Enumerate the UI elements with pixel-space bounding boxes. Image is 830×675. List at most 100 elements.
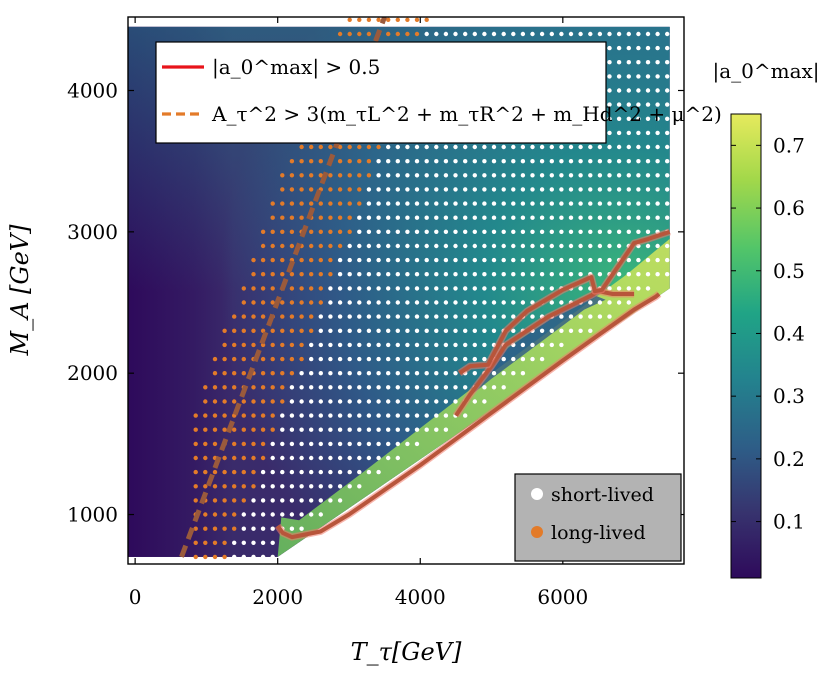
short-lived-point: [559, 215, 564, 220]
long-lived-point: [309, 272, 314, 277]
short-lived-point: [530, 257, 535, 263]
short-lived-point: [366, 314, 372, 319]
long-lived-point: [280, 201, 285, 206]
short-lived-point: [443, 342, 449, 348]
short-lived-point: [424, 272, 429, 277]
short-lived-point: [626, 286, 631, 291]
long-lived-point: [212, 413, 218, 418]
short-lived-point: [453, 399, 458, 404]
short-lived-point: [414, 356, 420, 362]
short-lived-point: [424, 257, 429, 263]
y-tick-label: 4000: [67, 78, 118, 102]
long-lived-point: [251, 469, 256, 475]
short-lived-point: [299, 385, 304, 390]
short-lived-point: [472, 215, 477, 220]
short-lived-point: [636, 257, 641, 263]
short-lived-point: [347, 413, 352, 418]
short-lived-point: [366, 356, 372, 362]
short-lived-point: [491, 257, 497, 263]
short-lived-point: [232, 554, 237, 560]
short-lived-point: [616, 116, 622, 122]
short-lived-point: [260, 554, 266, 560]
long-lived-point: [270, 342, 275, 348]
short-lived-point: [328, 286, 333, 291]
short-lived-point: [395, 427, 400, 432]
x-tick-label: 6000: [537, 585, 588, 609]
short-lived-point: [357, 300, 362, 305]
short-lived-point: [318, 342, 323, 348]
short-lived-point: [549, 144, 554, 150]
short-lived-point: [559, 173, 564, 178]
short-lived-point: [337, 286, 343, 291]
short-lived-point: [501, 286, 506, 291]
long-lived-point: [260, 427, 266, 432]
y-tick-label: 3000: [67, 220, 118, 244]
short-lived-point: [520, 300, 526, 305]
long-lived-point: [222, 342, 227, 348]
short-lived-point: [405, 243, 410, 249]
short-lived-point: [511, 328, 516, 333]
short-lived-point: [405, 441, 410, 447]
short-lived-point: [578, 144, 583, 150]
long-lived-point: [309, 300, 314, 305]
long-lived-point: [328, 272, 333, 277]
long-lived-point: [241, 356, 246, 362]
colorbar-tick-label: 0.3: [773, 384, 805, 408]
long-lived-point: [299, 342, 304, 348]
short-lived-point: [386, 441, 391, 447]
short-lived-point: [241, 512, 246, 517]
short-lived-point: [607, 314, 612, 319]
short-lived-point: [376, 243, 381, 249]
short-lived-point: [549, 286, 554, 291]
short-lived-point: [280, 413, 285, 418]
short-lived-point: [491, 144, 497, 150]
short-lived-point: [309, 385, 314, 390]
long-lived-point: [270, 371, 275, 376]
short-lived-point: [511, 272, 516, 277]
short-lived-point: [318, 314, 323, 319]
short-lived-point: [443, 17, 449, 22]
long-lived-point: [270, 300, 275, 305]
short-lived-point: [491, 385, 497, 390]
short-lived-point: [501, 159, 506, 164]
long-lived-point: [289, 342, 295, 348]
short-lived-point: [309, 356, 314, 362]
heatmap-valley: [463, 294, 606, 402]
short-lived-point: [376, 173, 381, 178]
long-lived-point: [222, 427, 227, 432]
short-lived-point: [386, 257, 391, 263]
long-lived-point: [232, 526, 237, 531]
short-lived-point: [511, 215, 516, 220]
long-lived-point: [270, 427, 275, 432]
long-lived-point: [270, 229, 275, 234]
short-lived-point: [588, 328, 593, 333]
short-lived-point: [559, 257, 564, 263]
short-lived-point: [395, 441, 400, 447]
long-lived-point: [337, 201, 343, 206]
short-lived-point: [665, 60, 670, 65]
long-lived-point: [337, 215, 343, 220]
short-lived-point: [588, 201, 593, 206]
long-lived-point: [299, 201, 304, 206]
short-lived-point: [559, 300, 564, 305]
short-lived-point: [395, 356, 400, 362]
short-lived-point: [472, 159, 477, 164]
short-lived-point: [626, 187, 631, 192]
long-lived-point: [309, 328, 314, 333]
long-lived-point: [318, 215, 323, 220]
colorbar-tick-label: 0.6: [773, 196, 805, 220]
long-lived-point: [376, 144, 381, 150]
short-lived-point: [405, 159, 410, 164]
short-lived-point: [665, 272, 670, 277]
short-lived-point: [539, 187, 545, 192]
short-lived-point: [530, 17, 535, 22]
short-lived-point: [443, 272, 449, 277]
short-lived-point: [366, 371, 372, 376]
short-lived-point: [491, 31, 497, 37]
short-lived-point: [414, 441, 420, 447]
short-lived-point: [482, 272, 487, 277]
short-lived-point: [347, 441, 352, 447]
short-lived-point: [251, 554, 256, 560]
short-lived-point: [636, 31, 641, 37]
